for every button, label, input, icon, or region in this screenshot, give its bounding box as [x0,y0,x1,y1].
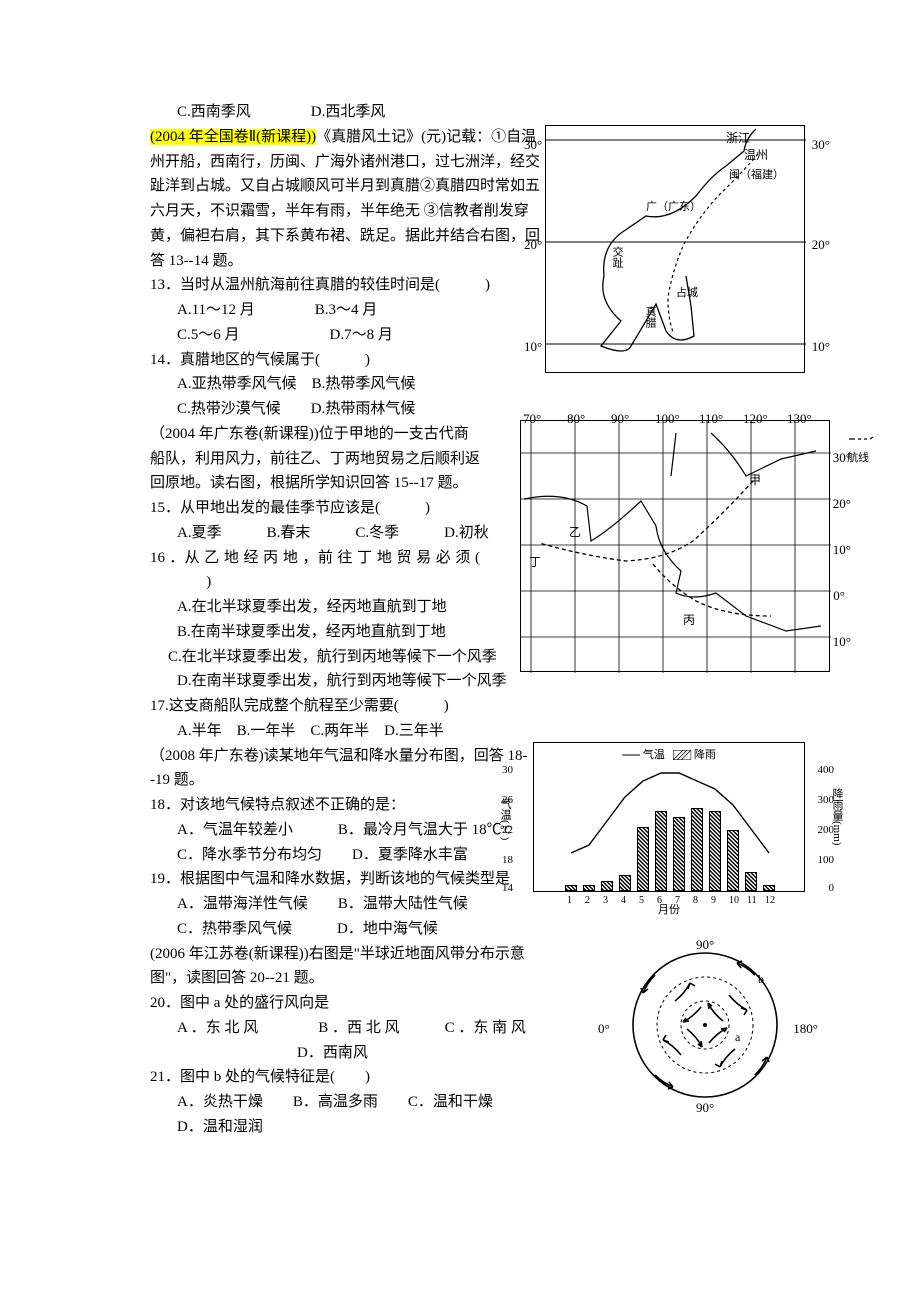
q17-stem: 17.这支商船队完成整个航程至少需要( ) [150,694,545,719]
q18-options: A．气温年较差小 B．最冷月气温大于 18℃ C．降水季节分布均匀 D．夏季降水… [150,818,545,868]
place-fujian: 闽（福建） [729,166,784,184]
label-jia: 甲 [749,471,761,491]
q16-options: A.在北半球夏季出发，经丙地直航到丁地 B.在南半球夏季出发，经丙地直航到丁地 … [150,595,545,694]
temp-line [562,765,778,893]
q13-options: A.11～12 月 B.3～4 月 C.5～6 月 D.7～8 月 [150,298,545,348]
polar-0: 0° [598,1018,610,1039]
xlabel: 月份 [658,901,680,919]
polar-90t: 90° [696,934,714,955]
precip-ylabel: 降雨量(mm) [828,788,846,845]
q12-options-cd: C.西南季风 D.西北季风 [150,100,545,125]
passage-2: （2004 年广东卷(新课程))位于甲地的一支古代商船队，利用风力，前往乙、丁两… [150,422,480,496]
q15-stem: 15．从甲地出发的最佳季节应该是( ) [150,496,480,521]
polar-90b: 90° [696,1097,714,1118]
lat-10-right: 10° [812,336,830,357]
passage-4: (2006 年江苏卷(新课程))右图是"半球近地面风带分布示意图"，读图回答 2… [150,942,545,992]
q14-stem: 14．真腊地区的气候属于( ) [150,348,545,373]
place-zhenla: 真腊 [641,306,659,328]
q21-options: A．炎热干燥 B．高温多雨 C．温和干燥 D．温和湿润 [150,1090,545,1140]
passage-1: (2004 年全国卷Ⅱ(新课程))《真腊风土记》(元)记载：①自温州开船，西南行… [150,125,545,274]
legend-route: 航线 [847,431,875,467]
label-bing: 丙 [683,611,695,631]
lat-20-left: 20° [524,234,542,255]
place-wenzhou: 温州 [744,146,768,166]
q17-options: A.半年 B.一年半 C.两年半 D.三年半 [150,719,545,744]
lat-30-left: 30° [524,134,542,155]
map-zhenla: 30° 30° 20° 20° 10° 10° 浙江 温州 闽（福建） 广（广东… [545,125,805,373]
q16-stem: 16 ．从 乙 地 经 丙 地 ，前 往 丁 地 贸 易 必 须 ( ) [150,546,480,596]
label-yi: 乙 [569,523,581,543]
lat2-10s: 10° [833,631,851,652]
climate-chart: 气温 降雨 30 26 22 18 14 400 300 200 100 0 气… [533,742,805,892]
q20-stem: 20．图中 a 处的盛行风向是 [150,991,545,1016]
passage-1-source: (2004 年全国卷Ⅱ(新课程)) [150,129,316,145]
lat2-20: 20° [833,493,851,514]
map-trade-routes: 70° 80° 90° 100° 110° 120° 130° 30° 20° … [520,420,830,672]
passage-3: （2008 年广东卷)读某地年气温和降水量分布图，回答 18--19 题。 [150,744,545,794]
polar-a: a [735,1028,740,1048]
lat2-10: 10° [833,539,851,560]
polar-wind-diagram: 0° 90° 180° 90° a b [610,940,800,1110]
q20-options: A ．东 北 风 B ．西 北 风 C ．东 南 风 D．西南风 [150,1016,545,1066]
lat2-0: 0° [833,585,845,606]
polar-180: 180° [793,1018,818,1039]
temp-ylabel: 气温(℃) [496,798,514,840]
place-zhancheng: 占城 [676,284,698,302]
polar-b: b [758,970,764,990]
q21-stem: 21．图中 b 处的气候特征是( ) [150,1065,545,1090]
lat-10-left: 10° [524,336,542,357]
lat-30-right: 30° [812,134,830,155]
label-ding: 丁 [529,553,541,573]
q18-stem: 18．对该地气候特点叙述不正确的是： [150,793,545,818]
lat-20-right: 20° [812,234,830,255]
q13-stem: 13．当时从温州航海前往真腊的较佳时间是( ) [150,273,545,298]
q15-options: A.夏季 B.春末 C.冬季 D.初秋 [150,521,500,546]
q14-options: A.亚热带季风气候 B.热带季风气候 C.热带沙漠气候 D.热带雨林气候 [150,372,545,422]
q19-stem: 19．根据图中气温和降水数据，判断该地的气候类型是 [150,867,545,892]
place-guangdong: 广（广东） [646,198,701,216]
chart-legend: 气温 降雨 [622,746,716,764]
place-jiaozhi: 交趾 [608,246,626,268]
q19-options: A．温带海洋性气候 B．温带大陆性气候 C．热带季风气候 D．地中海气候 [150,892,545,942]
